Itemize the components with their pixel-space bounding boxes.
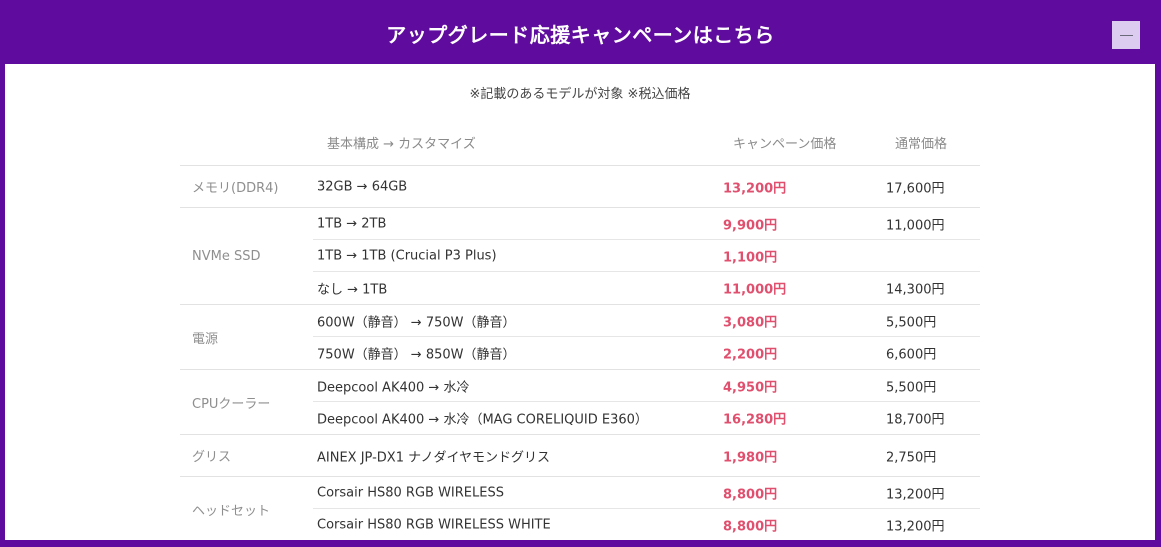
normal-price: 13,200円 bbox=[886, 519, 945, 535]
normal-price: 5,500円 bbox=[886, 380, 937, 395]
item-name: Deepcool AK400 → 水冷（MAG CORELIQUID E360） bbox=[317, 412, 648, 428]
category-label: メモリ(DDR4) bbox=[192, 181, 279, 196]
table-header: 基本構成 → カスタマイズ キャンペーン価格 通常価格 bbox=[180, 130, 980, 166]
table-row: 750W（静音） → 850W（静音） 2,200円 6,600円 bbox=[313, 337, 980, 369]
header-title: アップグレード応援キャンペーンはこちら bbox=[386, 23, 775, 47]
table-row: Deepcool AK400 → 水冷 4,950円 5,500円 bbox=[313, 370, 980, 402]
column-header-normal: 通常価格 bbox=[895, 137, 948, 152]
category-label: NVMe SSD bbox=[192, 248, 261, 264]
table-row: 1TB → 2TB 9,900円 11,000円 bbox=[313, 208, 980, 240]
campaign-price: 3,080円 bbox=[723, 315, 778, 330]
campaign-price: 2,200円 bbox=[723, 347, 778, 363]
table-row: Corsair HS80 RGB WIRELESS WHITE 8,800円 1… bbox=[313, 509, 980, 540]
category-label: ヘッドセット bbox=[192, 503, 271, 519]
minus-icon bbox=[1119, 34, 1133, 36]
normal-price: 13,200円 bbox=[886, 487, 945, 502]
group-power-supply: 電源 600W（静音） → 750W（静音） 3,080円 5,500円 750… bbox=[180, 305, 980, 370]
table-row: なし → 1TB 11,000円 14,300円 bbox=[313, 272, 980, 304]
normal-price: 14,300円 bbox=[886, 282, 945, 298]
category-label: CPUクーラー bbox=[192, 396, 271, 412]
campaign-price: 9,900円 bbox=[723, 218, 778, 233]
campaign-price: 1,980円 bbox=[723, 450, 778, 465]
item-name: 750W（静音） → 850W（静音） bbox=[317, 347, 516, 363]
group-thermal-grease: グリス AINEX JP-DX1 ナノダイヤモンドグリス 1,980円 2,75… bbox=[180, 435, 980, 477]
normal-price: 17,600円 bbox=[886, 181, 945, 196]
category-label: 電源 bbox=[192, 331, 219, 347]
collapse-button[interactable] bbox=[1112, 21, 1140, 49]
price-table: 基本構成 → カスタマイズ キャンペーン価格 通常価格 メモリ(DDR4) 32… bbox=[180, 130, 980, 540]
campaign-price: 8,800円 bbox=[723, 519, 778, 535]
category-label: グリス bbox=[192, 450, 232, 465]
item-name: 32GB → 64GB bbox=[317, 179, 408, 194]
campaign-note: ※記載のあるモデルが対象 ※税込価格 bbox=[469, 87, 691, 102]
campaign-panel: ※記載のあるモデルが対象 ※税込価格 基本構成 → カスタマイズ キャンペーン価… bbox=[5, 64, 1155, 540]
item-name: 1TB → 1TB (Crucial P3 Plus) bbox=[317, 248, 497, 263]
campaign-header: アップグレード応援キャンペーンはこちら bbox=[0, 0, 1161, 64]
item-name: Corsair HS80 RGB WIRELESS bbox=[317, 485, 504, 500]
table-row: AINEX JP-DX1 ナノダイヤモンドグリス 1,980円 2,750円 bbox=[313, 435, 980, 476]
table-row: 32GB → 64GB 13,200円 17,600円 bbox=[313, 166, 980, 207]
item-name: AINEX JP-DX1 ナノダイヤモンドグリス bbox=[317, 450, 551, 465]
campaign-price: 16,280円 bbox=[723, 412, 787, 428]
campaign-price: 8,800円 bbox=[723, 487, 778, 502]
item-name: Deepcool AK400 → 水冷 bbox=[317, 380, 470, 395]
group-cpu-cooler: CPUクーラー Deepcool AK400 → 水冷 4,950円 5,500… bbox=[180, 370, 980, 435]
group-headset: ヘッドセット Corsair HS80 RGB WIRELESS 8,800円 … bbox=[180, 477, 980, 540]
campaign-price: 11,000円 bbox=[723, 282, 787, 298]
campaign-price: 1,100円 bbox=[723, 250, 778, 265]
group-memory: メモリ(DDR4) 32GB → 64GB 13,200円 17,600円 bbox=[180, 166, 980, 208]
normal-price: 6,600円 bbox=[886, 347, 937, 363]
item-name: Corsair HS80 RGB WIRELESS WHITE bbox=[317, 517, 551, 533]
item-name: 1TB → 2TB bbox=[317, 216, 387, 231]
campaign-price: 13,200円 bbox=[723, 181, 787, 196]
item-name: なし → 1TB bbox=[317, 282, 388, 298]
normal-price: 18,700円 bbox=[886, 412, 945, 428]
table-row: Corsair HS80 RGB WIRELESS 8,800円 13,200円 bbox=[313, 477, 980, 509]
item-name: 600W（静音） → 750W（静音） bbox=[317, 315, 516, 330]
column-header-item: 基本構成 → カスタマイズ bbox=[327, 137, 476, 152]
table-row: 600W（静音） → 750W（静音） 3,080円 5,500円 bbox=[313, 305, 980, 337]
column-header-campaign: キャンペーン価格 bbox=[733, 137, 837, 152]
normal-price: 5,500円 bbox=[886, 315, 937, 330]
normal-price: 11,000円 bbox=[886, 218, 945, 233]
table-row: 1TB → 1TB (Crucial P3 Plus) 1,100円 bbox=[313, 240, 980, 272]
group-nvme-ssd: NVMe SSD 1TB → 2TB 9,900円 11,000円 1TB → … bbox=[180, 208, 980, 305]
campaign-price: 4,950円 bbox=[723, 380, 778, 395]
table-row: Deepcool AK400 → 水冷（MAG CORELIQUID E360）… bbox=[313, 402, 980, 434]
normal-price: 2,750円 bbox=[886, 450, 937, 465]
